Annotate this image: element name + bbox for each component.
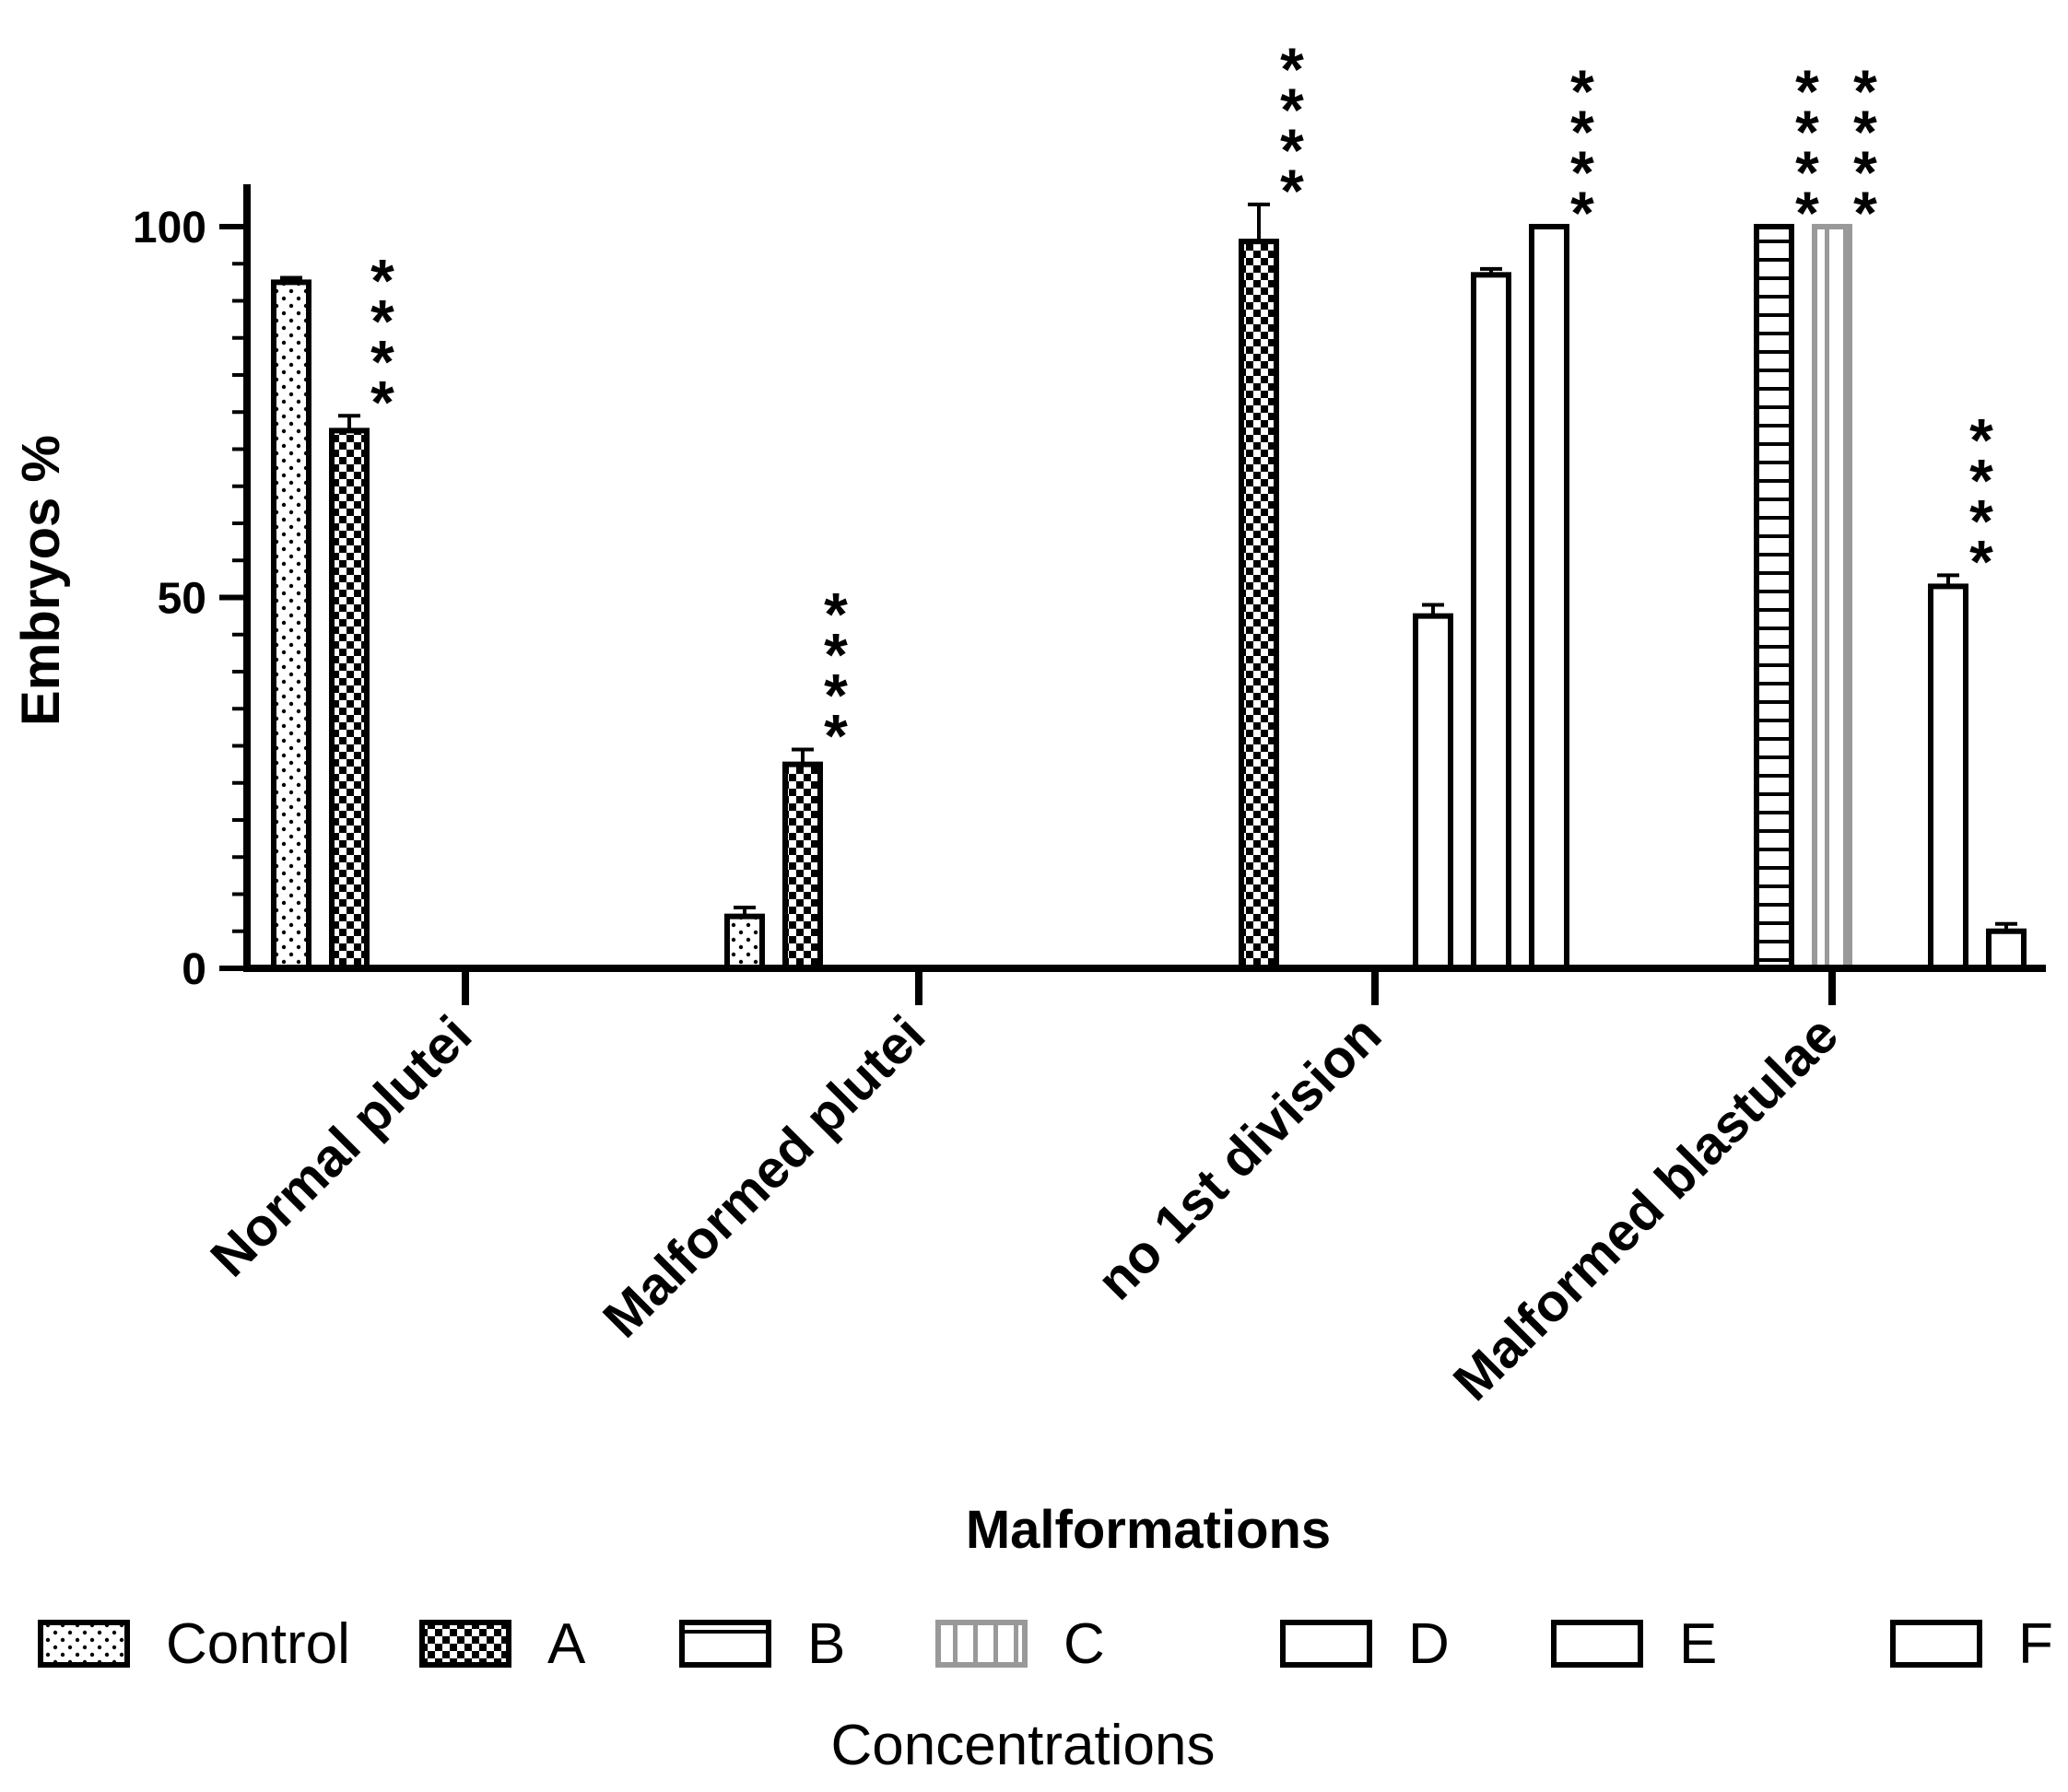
legend-label: Control [166,1612,350,1676]
error-bar-e-3 [1937,573,1959,587]
significance-star: * [1570,98,1594,166]
legend-label: C [1063,1612,1105,1676]
legend-label: A [547,1612,586,1676]
y-tick-label: 50 [158,575,206,624]
bar-control-0 [271,279,311,971]
legend-swatch [1280,1620,1372,1668]
legend-item-d: D [1280,1612,1450,1676]
significance-star: * [1969,527,1993,595]
bar-c-3 [1812,224,1852,971]
bar-f-2 [1529,224,1569,971]
legend-swatch [419,1620,511,1668]
significance-star: * [824,621,848,689]
x-axis-title: Malformations [966,1500,1331,1560]
significance-star: * [1570,57,1594,125]
significance-star: * [1853,98,1877,166]
error-bar-a-0 [338,414,360,431]
significance-star: * [1570,179,1594,247]
y-tick-label: 100 [133,204,206,252]
significance-star: * [1795,57,1819,125]
significance-star: * [370,246,394,314]
significance-star: * [1795,179,1819,247]
significance-star: * [1853,138,1877,206]
y-tick-label: 0 [182,945,206,994]
significance-star: * [1969,405,1993,474]
legend-label: B [807,1612,845,1676]
legend-item-control: Control [38,1612,350,1676]
legend-item-c: C [935,1612,1105,1676]
bar-a-0 [329,428,370,971]
significance-star: * [824,702,848,770]
significance-star: * [370,287,394,355]
x-tick-label: Malformed plutei [592,1004,936,1349]
bar-a-2 [1239,239,1279,972]
error-bar-d-2 [1422,603,1444,616]
bar-b-3 [1754,224,1794,971]
bar-e-2 [1471,272,1511,971]
legend-swatch [1890,1620,1982,1668]
significance-star: * [1280,157,1304,225]
x-tick-label: Normal plutei [199,1004,483,1288]
legend-title: Concentrations [830,1714,1215,1777]
bar-f-3 [1986,928,2027,971]
legend-item-e: E [1551,1612,1717,1676]
significance-star: * [1853,57,1877,125]
legend-swatch [38,1620,130,1668]
significance-star: * [370,368,394,436]
legend-label: F [2018,1612,2053,1676]
significance-star: * [824,662,848,730]
error-bar-e-2 [1480,266,1502,275]
significance-e-3: **** [1969,405,1993,595]
bar-d-2 [1413,613,1453,971]
significance-star: * [824,580,848,649]
significance-star: * [1570,138,1594,206]
significance-a-2: **** [1280,35,1304,225]
significance-star: * [1280,116,1304,184]
x-tick-label: Malformed blastulae [1442,1004,1851,1412]
significance-a-1: **** [824,580,848,770]
significance-star: * [1280,76,1304,144]
significance-star: * [1795,138,1819,206]
bar-a-1 [782,761,823,971]
significance-f-2: **** [1570,57,1594,247]
error-bar-control-0 [280,275,302,283]
error-bar-a-1 [792,747,814,765]
error-bar-f-3 [1995,921,2017,931]
error-bar-a-2 [1248,202,1270,242]
significance-star: * [1969,446,1993,514]
significance-c-3: **** [1853,57,1877,247]
error-bar-control-1 [734,905,756,917]
significance-star: * [1280,35,1304,103]
x-tick-label: no 1st division [1086,1004,1392,1311]
legend-swatch [935,1620,1028,1668]
y-axis-title: Embryos % [11,435,71,726]
significance-b-3: **** [1795,57,1819,247]
bar-e-3 [1928,583,1968,971]
legend-item-a: A [419,1612,586,1676]
significance-star: * [1969,486,1993,555]
legend-label: D [1408,1612,1450,1676]
legend-label: E [1679,1612,1717,1676]
significance-star: * [1853,179,1877,247]
significance-star: * [370,327,394,395]
legend-item-b: B [679,1612,845,1676]
legend-swatch [1551,1620,1643,1668]
legend-item-f: F [1890,1612,2053,1676]
bar-control-1 [724,913,765,972]
significance-a-0: **** [370,246,394,436]
significance-star: * [1795,98,1819,166]
legend-swatch [679,1620,771,1668]
